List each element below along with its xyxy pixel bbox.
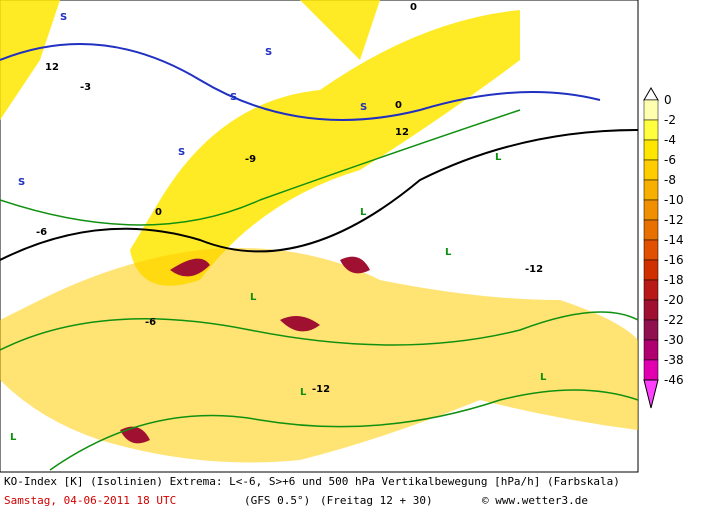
colorbar-swatch — [643, 279, 659, 301]
colorbar-swatch — [643, 319, 659, 341]
map-label: S — [178, 147, 185, 158]
colorbar-label: -20 — [664, 293, 684, 307]
map-label: L — [540, 372, 547, 383]
colorbar-label: -6 — [664, 153, 676, 167]
map-label: L — [360, 207, 367, 218]
colorbar-label: -18 — [664, 273, 684, 287]
contour-blue — [0, 43, 601, 121]
map-label: L — [445, 247, 452, 258]
map-label: L — [10, 432, 17, 443]
map-label: 0 — [395, 100, 402, 111]
colorbar-swatch — [643, 99, 659, 121]
contour-black — [0, 129, 639, 261]
map-label: -12 — [312, 384, 330, 395]
colorbar-label: -14 — [664, 233, 684, 247]
colorbar-label: -16 — [664, 253, 684, 267]
colorbar-top-arrow — [643, 87, 659, 101]
colorbar-label: -46 — [664, 373, 684, 387]
colorbar-label: -12 — [664, 213, 684, 227]
colorbar-swatch — [643, 259, 659, 281]
map-label: S — [360, 102, 367, 113]
map-label: -6 — [145, 317, 156, 328]
footer-model: (GFS 0.5°) — [244, 494, 310, 507]
map-label: 12 — [395, 127, 409, 138]
map-labels: S S S S S S L L L L L L L 0 0 0 -6 -6 -12 -12 -3 -9 12 12 — [10, 2, 547, 443]
colorbar-swatch — [643, 299, 659, 321]
colorbar-swatch — [643, 339, 659, 361]
map-label: L — [495, 152, 502, 163]
colorbar-swatch — [643, 159, 659, 181]
colorbar-label: -38 — [664, 353, 684, 367]
colorbar-swatch — [643, 179, 659, 201]
colorbar-swatch — [643, 139, 659, 161]
colorbar-label: -30 — [664, 333, 684, 347]
map-label: L — [250, 292, 257, 303]
colorbar-label: -4 — [664, 133, 676, 147]
colorbar: 0 -2 -4 -6 -8 -10 -12 -14 -16 -18 -20 -22 -30 -38 -46 — [643, 87, 684, 409]
colorbar-label: -22 — [664, 313, 684, 327]
map-label: 12 — [45, 62, 59, 73]
shading-orange — [0, 248, 638, 463]
colorbar-swatch — [643, 219, 659, 241]
colorbar-label: -8 — [664, 173, 676, 187]
map-label: S — [265, 47, 272, 58]
map-label: S — [18, 177, 25, 188]
footer-run: (Freitag 12 + 30) — [320, 494, 433, 507]
map-label: 0 — [410, 2, 417, 13]
map-label: -6 — [36, 227, 47, 238]
colorbar-swatch — [643, 359, 659, 381]
map-label: L — [300, 387, 307, 398]
map-label: -9 — [245, 154, 256, 165]
colorbar-bottom-arrow — [643, 379, 659, 409]
map-label: S — [230, 92, 237, 103]
contour-green — [0, 109, 639, 471]
footer-line1: KO-Index [K] (Isolinien) Extrema: L<-6, … — [4, 475, 620, 488]
colorbar-label: 0 — [664, 93, 672, 107]
map-label: S — [60, 12, 67, 23]
footer-date: Samstag, 04-06-2011 18 UTC — [4, 494, 176, 507]
colorbar-swatch — [643, 119, 659, 141]
shading-yellow — [0, 0, 520, 286]
colorbar-swatch — [643, 199, 659, 221]
map-label: 0 — [155, 207, 162, 218]
colorbar-label: -2 — [664, 113, 676, 127]
colorbar-swatch — [643, 239, 659, 261]
map — [0, 0, 639, 473]
colorbar-label: -10 — [664, 193, 684, 207]
map-label: -3 — [80, 82, 91, 93]
footer-credit: © www.wetter3.de — [482, 494, 588, 507]
map-label: -12 — [525, 264, 543, 275]
